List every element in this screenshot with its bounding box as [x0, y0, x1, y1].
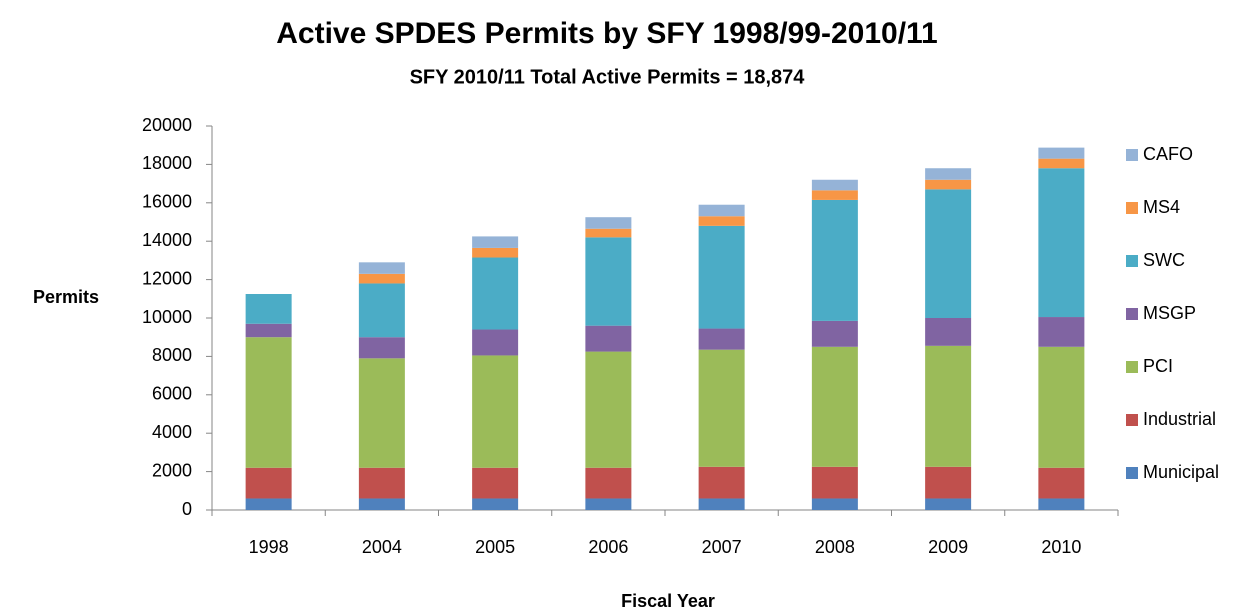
y-tick-label: 0 — [182, 499, 192, 519]
legend-label: Municipal — [1143, 462, 1219, 482]
bar-segment — [811, 346, 858, 467]
bar-segment — [585, 217, 632, 229]
bar-segment — [1038, 467, 1085, 499]
bar-segment — [585, 325, 632, 352]
y-tick-label: 10000 — [142, 307, 192, 327]
legend-label: MS4 — [1143, 197, 1180, 217]
x-tick-label: 2008 — [815, 537, 855, 557]
bar-segment — [358, 273, 405, 284]
bar-segment — [811, 498, 858, 510]
bar-segment — [245, 498, 292, 510]
bar-segment — [698, 498, 745, 510]
bar-segment — [1038, 158, 1085, 169]
x-tick-label: 2006 — [588, 537, 628, 557]
bar-segment — [472, 467, 519, 499]
bar-segment — [811, 190, 858, 200]
legend-label: CAFO — [1143, 144, 1193, 164]
y-tick-label: 2000 — [152, 460, 192, 480]
bar-segment — [585, 237, 632, 326]
y-tick-label: 18000 — [142, 153, 192, 173]
y-axis-title: Permits — [33, 287, 99, 307]
bar-segment — [358, 467, 405, 499]
bar-segment — [925, 189, 972, 318]
bar-segment — [472, 236, 519, 248]
bar-segment — [925, 498, 972, 510]
y-tick-label: 4000 — [152, 422, 192, 442]
legend-swatch — [1126, 255, 1138, 267]
legend-swatch — [1126, 467, 1138, 479]
y-tick-label: 20000 — [142, 115, 192, 135]
legend-swatch — [1126, 308, 1138, 320]
bar-segment — [245, 323, 292, 338]
bar-segment — [698, 328, 745, 350]
bar-segment — [472, 247, 519, 258]
bar-segment — [472, 257, 519, 330]
bar-segment — [1038, 168, 1085, 318]
legend-swatch — [1126, 361, 1138, 373]
chart-subtitle: SFY 2010/11 Total Active Permits = 18,87… — [410, 66, 806, 88]
legend-label: MSGP — [1143, 303, 1196, 323]
x-tick-label: 2007 — [702, 537, 742, 557]
x-tick-label: 2009 — [928, 537, 968, 557]
chart-title: Active SPDES Permits by SFY 1998/99-2010… — [276, 17, 938, 50]
x-tick-label: 2010 — [1041, 537, 1081, 557]
legend-swatch — [1126, 414, 1138, 426]
bar-segment — [358, 337, 405, 359]
bar-segment — [925, 168, 972, 180]
bar-segment — [698, 225, 745, 329]
bar-segment — [1038, 147, 1085, 159]
bar-segment — [585, 498, 632, 510]
y-tick-label: 16000 — [142, 192, 192, 212]
bar-segment — [472, 355, 519, 468]
x-tick-label: 1998 — [249, 537, 289, 557]
bar-segment — [698, 216, 745, 226]
y-tick-label: 6000 — [152, 384, 192, 404]
bar-segment — [925, 345, 972, 467]
legend-label: PCI — [1143, 356, 1173, 376]
legend-swatch — [1126, 202, 1138, 214]
legend-swatch — [1126, 149, 1138, 161]
bar-segment — [698, 204, 745, 217]
bar-segment — [245, 467, 292, 499]
bar-segment — [472, 329, 519, 356]
bar-segment — [925, 179, 972, 190]
bar-segment — [1038, 346, 1085, 468]
bar-segment — [585, 228, 632, 238]
bar-segment — [358, 283, 405, 338]
bar-segment — [472, 498, 519, 510]
y-tick-label: 8000 — [152, 345, 192, 365]
bar-segment — [811, 466, 858, 499]
bar-segment — [1038, 317, 1085, 347]
bar-segment — [811, 179, 858, 191]
bar-segment — [698, 349, 745, 467]
bar-segment — [358, 498, 405, 510]
bar-segment — [811, 320, 858, 347]
x-tick-label: 2004 — [362, 537, 402, 557]
legend-label: SWC — [1143, 250, 1185, 270]
y-tick-label: 14000 — [142, 230, 192, 250]
bar-segment — [585, 467, 632, 499]
y-tick-label: 12000 — [142, 268, 192, 288]
x-axis-title: Fiscal Year — [621, 591, 715, 611]
x-tick-label: 2005 — [475, 537, 515, 557]
legend-label: Industrial — [1143, 409, 1216, 429]
bar-segment — [1038, 498, 1085, 510]
bar-segment — [698, 466, 745, 499]
bar-segment — [245, 337, 292, 468]
bar-segment — [585, 351, 632, 468]
bar-segment — [358, 358, 405, 468]
bar-segment — [358, 262, 405, 274]
bar-segment — [811, 199, 858, 321]
bar-segment — [925, 318, 972, 346]
bar-segment — [245, 294, 292, 324]
bar-segment — [925, 466, 972, 499]
